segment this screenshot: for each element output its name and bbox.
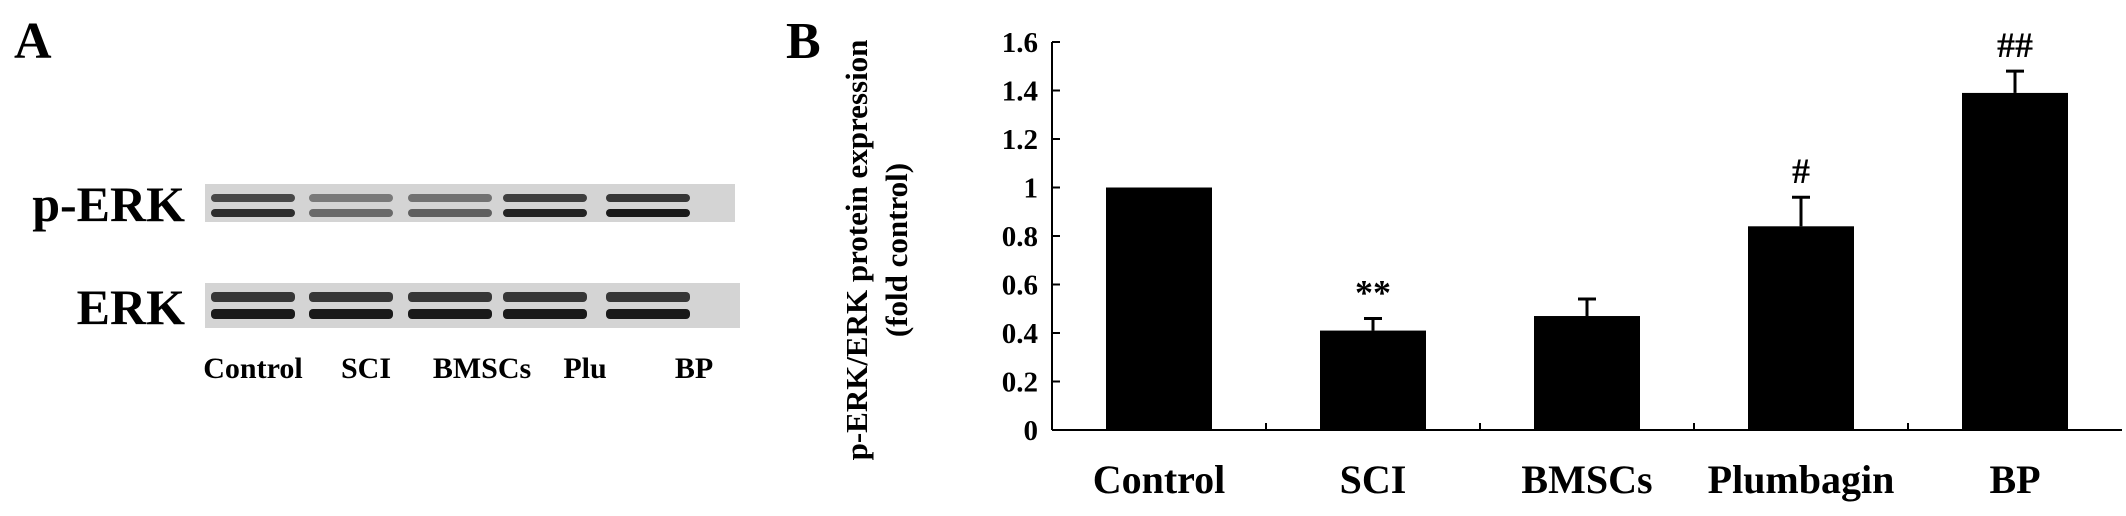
blot-band bbox=[211, 292, 295, 302]
blot-band bbox=[503, 309, 587, 319]
x-category-label: Plumbagin bbox=[1708, 457, 1895, 502]
bar-plumbagin bbox=[1748, 226, 1854, 430]
y-axis-title-line2: (fold control) bbox=[879, 163, 914, 337]
x-category-label: BMSCs bbox=[1521, 457, 1652, 502]
blot-band bbox=[211, 309, 295, 319]
blot-strip-erk bbox=[205, 283, 740, 328]
blot-band bbox=[309, 209, 393, 217]
bar-bmscs bbox=[1534, 316, 1640, 430]
blot-band bbox=[503, 292, 587, 302]
significance-marker: # bbox=[1792, 151, 1810, 191]
blot-band bbox=[408, 309, 492, 319]
bar-sci bbox=[1320, 330, 1426, 430]
lane-label: BMSCs bbox=[433, 352, 531, 385]
blot-band bbox=[408, 209, 492, 217]
bars: Control ** SCI BMSCs # Plumbagin ## BP bbox=[1093, 25, 2068, 502]
x-category-label: Control bbox=[1093, 457, 1226, 502]
bar-bp bbox=[1962, 92, 2068, 431]
blot-band bbox=[309, 194, 393, 202]
row-label-p-erk: p-ERK bbox=[32, 176, 185, 232]
panel-b-letter: B bbox=[786, 13, 821, 70]
blot-band bbox=[606, 209, 690, 217]
x-category-label: BP bbox=[1989, 457, 2040, 502]
y-tick-label: 0.6 bbox=[1002, 270, 1038, 302]
panel-a: A p-ERK ERK Control SCI BMSCs Plu BP bbox=[14, 13, 740, 385]
lane-label: Plu bbox=[563, 352, 606, 385]
blot-band bbox=[606, 309, 690, 319]
lane-label: SCI bbox=[341, 352, 391, 385]
blot-band bbox=[606, 194, 690, 202]
y-axis-title: p-ERK/ERK protein expression (fold contr… bbox=[839, 40, 914, 461]
y-tick-label: 1 bbox=[1024, 173, 1039, 205]
significance-marker: ## bbox=[1997, 25, 2033, 65]
y-tick-label: 0.4 bbox=[1002, 318, 1038, 350]
blot-band bbox=[211, 209, 295, 217]
lane-labels: Control SCI BMSCs Plu BP bbox=[203, 352, 713, 385]
lane-label: Control bbox=[203, 352, 302, 385]
panel-a-letter: A bbox=[14, 13, 52, 70]
y-tick-label: 1.2 bbox=[1002, 124, 1038, 156]
blot-band bbox=[309, 309, 393, 319]
western-blots bbox=[205, 184, 740, 328]
y-ticks: 0 0.2 0.4 0.6 0.8 1 1.2 1.4 1.6 bbox=[1002, 27, 1060, 447]
y-tick-label: 0 bbox=[1024, 415, 1039, 447]
y-axis-title-line1: p-ERK/ERK protein expression bbox=[839, 40, 874, 461]
x-category-label: SCI bbox=[1340, 457, 1407, 502]
y-tick-label: 0.8 bbox=[1002, 221, 1038, 253]
y-tick-label: 1.4 bbox=[1002, 76, 1038, 108]
panel-b: B p-ERK/ERK protein expression (fold con… bbox=[786, 13, 2122, 502]
blot-band bbox=[606, 292, 690, 302]
significance-marker: ** bbox=[1355, 272, 1391, 312]
y-tick-label: 1.6 bbox=[1002, 27, 1038, 59]
lane-label: BP bbox=[675, 352, 713, 385]
y-tick-label: 0.2 bbox=[1002, 367, 1038, 399]
blot-band bbox=[503, 194, 587, 202]
blot-band bbox=[211, 194, 295, 202]
blot-band bbox=[309, 292, 393, 302]
row-label-erk: ERK bbox=[77, 279, 185, 335]
blot-band bbox=[408, 292, 492, 302]
blot-band bbox=[408, 194, 492, 202]
blot-band bbox=[503, 209, 587, 217]
bar-control bbox=[1106, 187, 1212, 430]
